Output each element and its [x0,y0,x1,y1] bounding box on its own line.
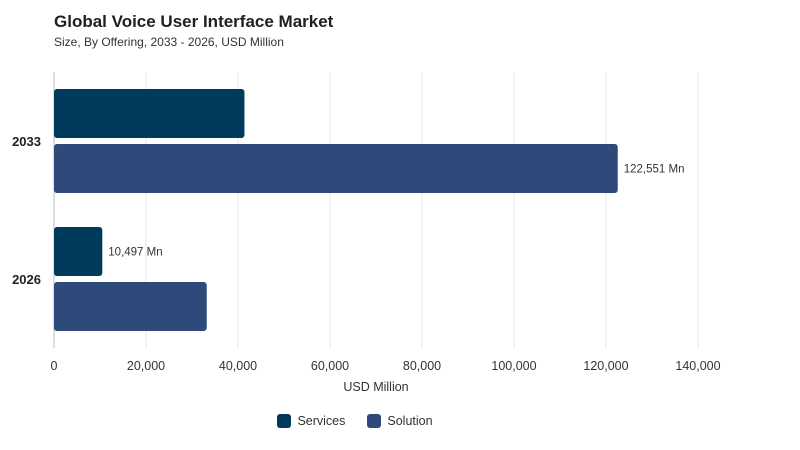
bar-solution-2026 [54,282,207,331]
x-tick-label: 80,000 [403,359,441,373]
legend-swatch-solution [367,414,382,428]
data-label: 10,497 Mn [108,247,162,259]
x-tick-label: 0 [51,359,58,373]
legend-label-services: Services [297,414,346,428]
chart-subtitle: Size, By Offering, 2033 - 2026, USD Mill… [54,35,284,49]
x-tick-label: 60,000 [311,359,349,373]
x-axis-title: USD Million [343,380,408,394]
y-tick-label: 2033 [12,134,41,149]
legend-item-services[interactable]: Services [277,414,345,428]
x-tick-label: 40,000 [219,359,257,373]
x-tick-label: 20,000 [127,359,165,373]
bar-services-2033 [54,89,245,138]
data-label: 122,551 Mn [624,164,685,176]
legend-label-solution: Solution [387,414,433,428]
legend-swatch-services [277,414,292,428]
bar-solution-2033 [54,144,618,193]
legend: Services Solution [0,414,710,428]
y-tick-label: 2026 [12,272,41,287]
x-tick-label: 100,000 [491,359,536,373]
x-tick-label: 140,000 [675,359,720,373]
bar-services-2026 [54,227,103,276]
legend-item-solution[interactable]: Solution [367,414,433,428]
x-tick-label: 120,000 [583,359,628,373]
chart-title: Global Voice User Interface Market [54,12,334,31]
